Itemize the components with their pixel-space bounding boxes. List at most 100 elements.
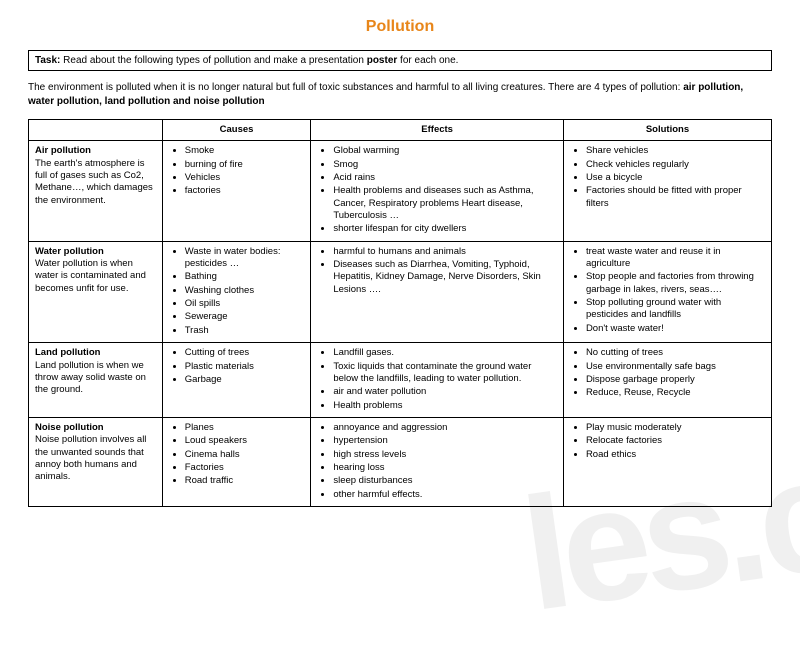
intro-body: The environment is polluted when it is n…: [28, 82, 683, 93]
list-item: Stop polluting ground water with pestici…: [586, 297, 765, 322]
page-title: Pollution: [28, 18, 772, 36]
row-type-cell: Land pollution Land pollution is when we …: [29, 343, 163, 418]
list-item: Relocate factories: [586, 435, 765, 447]
row-type-cell: Air pollution The earth's atmosphere is f…: [29, 141, 163, 241]
list-item: harmful to humans and animals: [333, 246, 557, 258]
list-item: Planes: [185, 422, 305, 434]
list-item: air and water pollution: [333, 386, 557, 398]
row-type-desc: The earth's atmosphere is full of gases …: [35, 158, 156, 207]
table-row: Water pollutionWater pollution is when w…: [29, 241, 772, 342]
list-item: Toxic liquids that contaminate the groun…: [333, 361, 557, 386]
list-item: Factories: [185, 462, 305, 474]
list-item: Landfill gases.: [333, 347, 557, 359]
list-item: Road traffic: [185, 475, 305, 487]
task-tail: for each one.: [397, 55, 458, 66]
list-item: Cutting of trees: [185, 347, 305, 359]
header-effects: Effects: [311, 120, 564, 141]
list-effects: Global warming SmogAcid rainsHealth probl…: [317, 145, 557, 235]
list-item: Garbage: [185, 374, 305, 386]
list-item: treat waste water and reuse it in agricu…: [586, 246, 765, 271]
list-item: Share vehicles: [586, 145, 765, 157]
cell-effects: annoyance and aggressionhypertension high…: [311, 417, 564, 506]
table-row: Noise pollutionNoise pollution involves …: [29, 417, 772, 506]
list-solutions: No cutting of trees Use environmentally s…: [570, 347, 765, 399]
table-header-row: Causes Effects Solutions: [29, 120, 772, 141]
task-text: Read about the following types of pollut…: [60, 55, 366, 66]
cell-effects: Global warming SmogAcid rainsHealth probl…: [311, 141, 564, 241]
cell-solutions: Share vehicles Check vehicles regularlyUs…: [563, 141, 771, 241]
list-item: Oil spills: [185, 298, 305, 310]
list-item: Acid rains: [333, 172, 557, 184]
header-blank: [29, 120, 163, 141]
list-causes: Cutting of trees Plastic materialsGarbage: [169, 347, 305, 386]
list-item: factories: [185, 185, 305, 197]
list-item: Stop people and factories from throwing …: [586, 271, 765, 296]
row-type-name: Land pollution: [35, 347, 100, 358]
list-item: Reduce, Reuse, Recycle: [586, 387, 765, 399]
list-solutions: Play music moderatelyRelocate factoriesR…: [570, 422, 765, 461]
row-type-name: Water pollution: [35, 246, 104, 257]
list-item: Use environmentally safe bags: [586, 361, 765, 373]
list-item: Smog: [333, 159, 557, 171]
cell-effects: Landfill gases. Toxic liquids that conta…: [311, 343, 564, 418]
row-type-cell: Noise pollutionNoise pollution involves …: [29, 417, 163, 506]
list-item: Check vehicles regularly: [586, 159, 765, 171]
list-causes: Waste in water bodies: pesticides …Bathi…: [169, 246, 305, 337]
cell-solutions: treat waste water and reuse it in agricu…: [563, 241, 771, 342]
list-effects: Landfill gases. Toxic liquids that conta…: [317, 347, 557, 412]
list-causes: Smoke burning of fireVehiclesfactories: [169, 145, 305, 197]
list-item: Vehicles: [185, 172, 305, 184]
list-item: Bathing: [185, 271, 305, 283]
list-item: Road ethics: [586, 449, 765, 461]
cell-solutions: Play music moderatelyRelocate factoriesR…: [563, 417, 771, 506]
cell-causes: Cutting of trees Plastic materialsGarbage: [162, 343, 311, 418]
intro-text: The environment is polluted when it is n…: [28, 81, 772, 109]
list-item: Don't waste water!: [586, 323, 765, 335]
list-item: Use a bicycle: [586, 172, 765, 184]
list-item: Smoke: [185, 145, 305, 157]
cell-causes: PlanesLoud speakersCinema hallsFactories…: [162, 417, 311, 506]
list-item: Sewerage: [185, 311, 305, 323]
list-solutions: treat waste water and reuse it in agricu…: [570, 246, 765, 335]
task-box: Task: Read about the following types of …: [28, 50, 772, 71]
list-item: No cutting of trees: [586, 347, 765, 359]
list-item: Plastic materials: [185, 361, 305, 373]
list-solutions: Share vehicles Check vehicles regularlyUs…: [570, 145, 765, 210]
list-item: shorter lifespan for city dwellers: [333, 223, 557, 235]
cell-solutions: No cutting of trees Use environmentally s…: [563, 343, 771, 418]
list-item: Global warming: [333, 145, 557, 157]
list-causes: PlanesLoud speakersCinema hallsFactories…: [169, 422, 305, 488]
list-item: Trash: [185, 325, 305, 337]
list-item: Waste in water bodies: pesticides …: [185, 246, 305, 271]
list-item: burning of fire: [185, 159, 305, 171]
list-item: annoyance and aggression: [333, 422, 557, 434]
row-type-desc: Noise pollution involves all the unwante…: [35, 434, 156, 483]
task-label: Task:: [35, 55, 60, 66]
list-item: Diseases such as Diarrhea, Vomiting, Typ…: [333, 259, 557, 296]
task-bold: poster: [367, 55, 398, 66]
list-item: Cinema halls: [185, 449, 305, 461]
header-causes: Causes: [162, 120, 311, 141]
list-item: other harmful effects.: [333, 489, 557, 501]
row-type-name: Noise pollution: [35, 422, 104, 433]
list-item: Health problems: [333, 400, 557, 412]
list-item: Factories should be fitted with proper f…: [586, 185, 765, 210]
row-type-name: Air pollution: [35, 145, 91, 156]
list-item: Washing clothes: [185, 285, 305, 297]
list-item: Dispose garbage properly: [586, 374, 765, 386]
row-type-desc: Water pollution is when water is contami…: [35, 258, 156, 295]
list-item: high stress levels: [333, 449, 557, 461]
table-row: Land pollution Land pollution is when we …: [29, 343, 772, 418]
list-item: hypertension: [333, 435, 557, 447]
list-item: Health problems and diseases such as Ast…: [333, 185, 557, 222]
list-item: sleep disturbances: [333, 475, 557, 487]
list-effects: annoyance and aggressionhypertension high…: [317, 422, 557, 501]
row-type-desc: Land pollution is when we throw away sol…: [35, 360, 156, 397]
row-type-cell: Water pollutionWater pollution is when w…: [29, 241, 163, 342]
cell-causes: Smoke burning of fireVehiclesfactories: [162, 141, 311, 241]
cell-effects: harmful to humans and animalsDiseases su…: [311, 241, 564, 342]
list-item: hearing loss: [333, 462, 557, 474]
list-effects: harmful to humans and animalsDiseases su…: [317, 246, 557, 296]
table-row: Air pollution The earth's atmosphere is f…: [29, 141, 772, 241]
pollution-table: Causes Effects Solutions Air pollution Th…: [28, 119, 772, 507]
